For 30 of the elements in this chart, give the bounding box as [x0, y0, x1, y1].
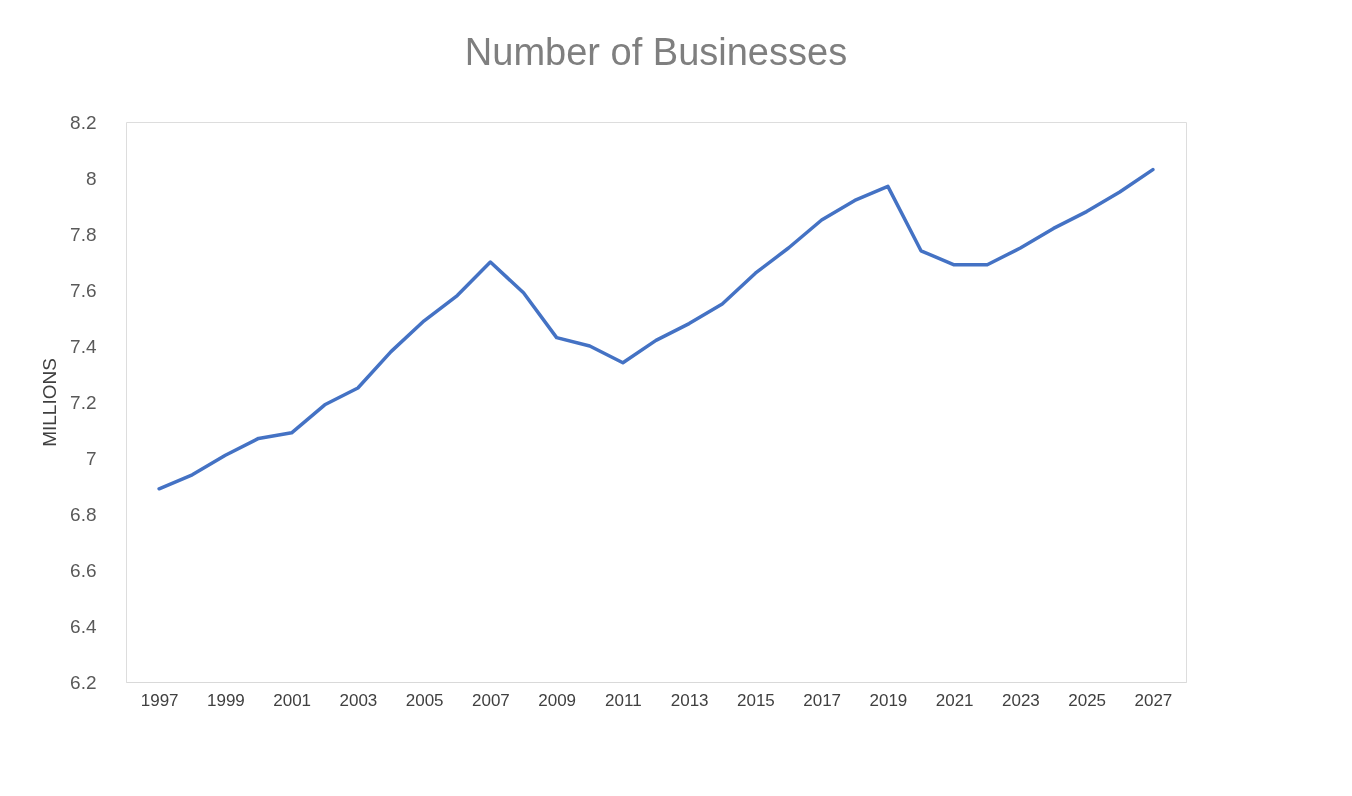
- x-tick-label: 2025: [1068, 690, 1107, 710]
- x-tick-label: 2001: [273, 690, 312, 710]
- x-tick-label: 1999: [206, 690, 245, 710]
- x-tick-label: 2015: [736, 690, 775, 710]
- y-tick-label: 6.2: [70, 671, 97, 693]
- y-tick-label: 8.2: [70, 111, 97, 133]
- x-tick-label: 2013: [670, 690, 709, 710]
- line-series: [157, 167, 1155, 491]
- x-tick-label: 2027: [1134, 690, 1173, 710]
- y-axis-title: MILLIONS: [39, 358, 61, 447]
- x-tick-label: 2005: [405, 690, 444, 710]
- y-tick-label: 6.4: [70, 615, 97, 637]
- x-tick-label: 1997: [140, 690, 179, 710]
- x-tick-label: 2017: [803, 690, 842, 710]
- y-tick-label: 7.6: [70, 279, 97, 301]
- y-tick-label: 8: [85, 167, 97, 189]
- y-tick-label: 6.8: [70, 503, 97, 525]
- x-tick-label: 2007: [471, 690, 510, 710]
- chart-title: Number of Businesses: [464, 31, 848, 73]
- y-tick-label: 7: [85, 447, 97, 469]
- y-tick-label: 7.4: [70, 335, 97, 357]
- y-tick-label: 7.2: [70, 391, 97, 413]
- x-tick-label: 2011: [605, 690, 642, 710]
- x-tick-label: 2003: [339, 690, 378, 710]
- y-tick-label: 6.6: [70, 559, 97, 581]
- y-tick-label: 7.8: [70, 223, 97, 245]
- x-tick-label: 2019: [869, 690, 908, 710]
- x-tick-label: 2023: [1001, 690, 1040, 710]
- x-tick-label: 2009: [538, 690, 577, 710]
- x-tick-label: 2021: [935, 690, 974, 710]
